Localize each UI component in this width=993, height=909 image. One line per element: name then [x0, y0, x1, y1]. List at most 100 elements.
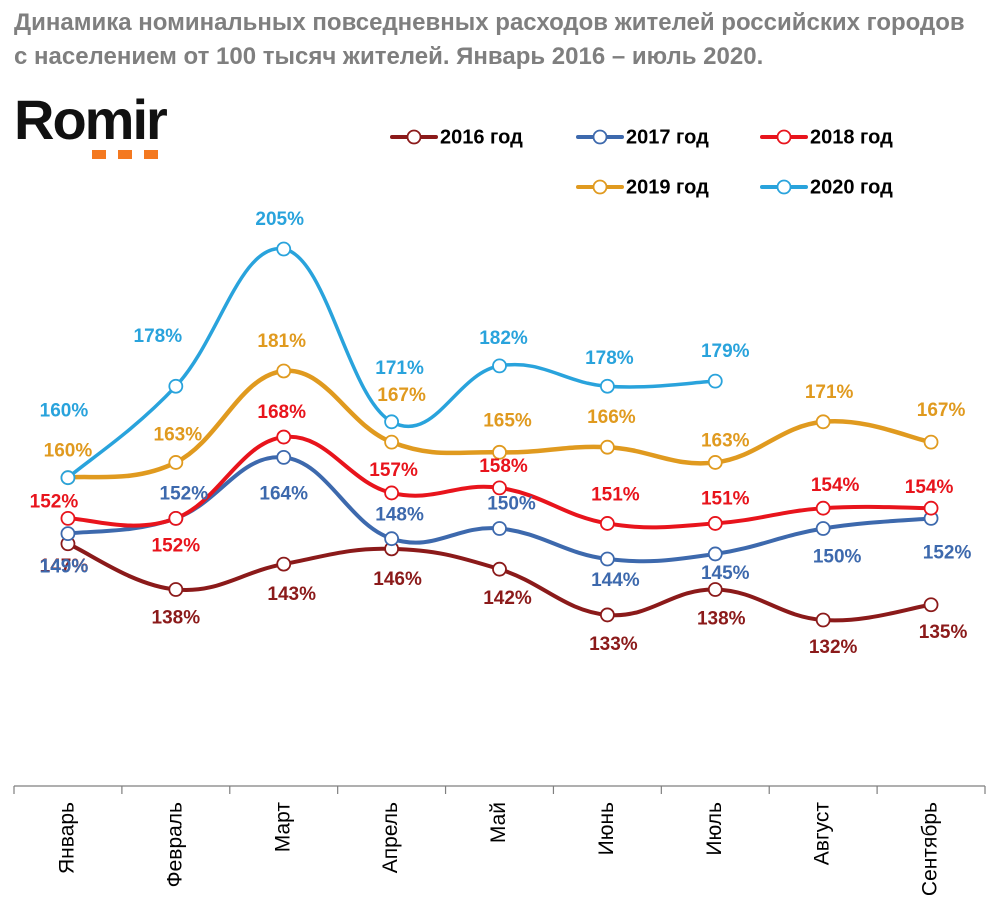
data-label: 205% [255, 209, 304, 230]
data-label: 167% [917, 400, 966, 421]
data-point-marker [599, 439, 615, 455]
data-point-marker [599, 378, 615, 394]
data-point-marker [60, 470, 76, 486]
legend-swatch-marker [406, 129, 422, 145]
x-tick-label: Август [811, 802, 834, 866]
data-point-marker [276, 556, 292, 572]
legend-label: 2019 год [626, 176, 709, 198]
logo-dot [144, 150, 158, 159]
data-label: 142% [483, 588, 532, 609]
data-label: 178% [585, 348, 634, 369]
legend-label: 2020 год [810, 176, 893, 198]
legend-swatch-marker [776, 129, 792, 145]
data-label: 165% [483, 410, 532, 431]
x-tick-label: Сентябрь [919, 802, 942, 896]
data-label: 163% [154, 424, 203, 445]
data-point-marker [707, 546, 723, 562]
data-label: 179% [701, 341, 750, 362]
data-label: 143% [267, 584, 316, 605]
data-label: 157% [369, 460, 418, 481]
data-point-marker [815, 521, 831, 536]
logo-text: Romir [14, 88, 168, 151]
data-label: 158% [479, 456, 528, 477]
data-point-marker [815, 612, 831, 628]
data-label: 151% [591, 484, 640, 505]
data-point-marker [599, 551, 615, 567]
data-point-marker [492, 480, 507, 496]
data-labels: 147% 138% 143% 146% 142% 133% 138% 132% 135% 149%… [30, 209, 972, 658]
data-point-marker [384, 531, 400, 547]
data-label: 167% [377, 385, 426, 406]
data-label: 152% [152, 535, 201, 556]
data-label: 138% [152, 608, 201, 629]
data-label: 160% [40, 401, 89, 422]
data-point-marker [923, 500, 939, 516]
data-point-marker [276, 241, 292, 257]
data-label: 168% [257, 402, 306, 423]
x-tick-label: Июль [703, 802, 726, 856]
x-tick-label: Февраль [163, 802, 186, 887]
x-tick-label: Июнь [595, 802, 618, 855]
legend-label: 2017 год [626, 126, 709, 148]
data-point-marker [384, 434, 400, 450]
chart-title: Динамика номинальных повседневных расход… [14, 9, 965, 70]
legend-label: 2018 год [810, 126, 893, 148]
logo-dot [118, 150, 132, 159]
data-point-marker [384, 414, 400, 430]
x-tick-label: Апрель [379, 802, 402, 873]
data-label: 150% [487, 494, 536, 515]
data-label: 138% [697, 609, 746, 630]
data-label: 154% [811, 475, 860, 496]
data-label: 152% [30, 491, 79, 512]
data-point-marker [599, 607, 615, 623]
data-label: 160% [44, 441, 93, 462]
data-point-marker [60, 526, 76, 542]
data-label: 182% [479, 328, 528, 349]
data-label: 149% [40, 557, 89, 578]
romir-logo: Romir [14, 88, 204, 168]
data-label: 132% [809, 637, 858, 658]
data-point-marker [168, 582, 184, 597]
data-label: 164% [259, 483, 308, 504]
data-label: 147% [40, 556, 89, 577]
data-point-marker [492, 561, 507, 577]
data-point-marker [492, 521, 507, 536]
legend-swatch-marker [776, 179, 792, 195]
data-label: 135% [919, 622, 968, 643]
data-point-marker [168, 510, 184, 526]
x-tick-label: Май [487, 802, 510, 843]
data-point-marker [168, 455, 184, 470]
data-point-marker [815, 500, 831, 516]
data-point-marker [707, 516, 723, 531]
x-tick-label: Март [271, 802, 294, 853]
data-label: 151% [701, 488, 750, 509]
data-label: 133% [589, 634, 638, 655]
data-label: 148% [375, 505, 424, 526]
data-point-marker [599, 516, 615, 531]
data-label: 144% [591, 570, 640, 591]
data-point-marker [707, 582, 723, 597]
legend-swatch-marker [592, 129, 608, 145]
data-label: 152% [160, 483, 209, 504]
data-label: 181% [257, 331, 306, 352]
data-point-marker [60, 510, 76, 526]
data-label: 171% [375, 358, 424, 379]
data-point-marker [707, 455, 723, 470]
logo-dot [92, 150, 106, 159]
legend-swatch-marker [592, 179, 608, 195]
data-point-marker [707, 373, 723, 389]
data-point-marker [923, 597, 939, 613]
data-point-marker [168, 378, 184, 394]
data-label: 154% [905, 477, 954, 498]
data-point-marker [384, 485, 400, 501]
data-point-marker [276, 449, 292, 465]
legend: 2016 год 2017 год 2018 год 2019 год 2020 год [390, 126, 893, 198]
data-label: 171% [805, 382, 854, 403]
data-point-marker [923, 434, 939, 450]
data-point-marker [276, 429, 292, 445]
data-label: 163% [701, 430, 750, 451]
data-point-marker [492, 444, 507, 460]
data-label: 152% [923, 542, 972, 563]
data-point-marker [492, 358, 507, 374]
